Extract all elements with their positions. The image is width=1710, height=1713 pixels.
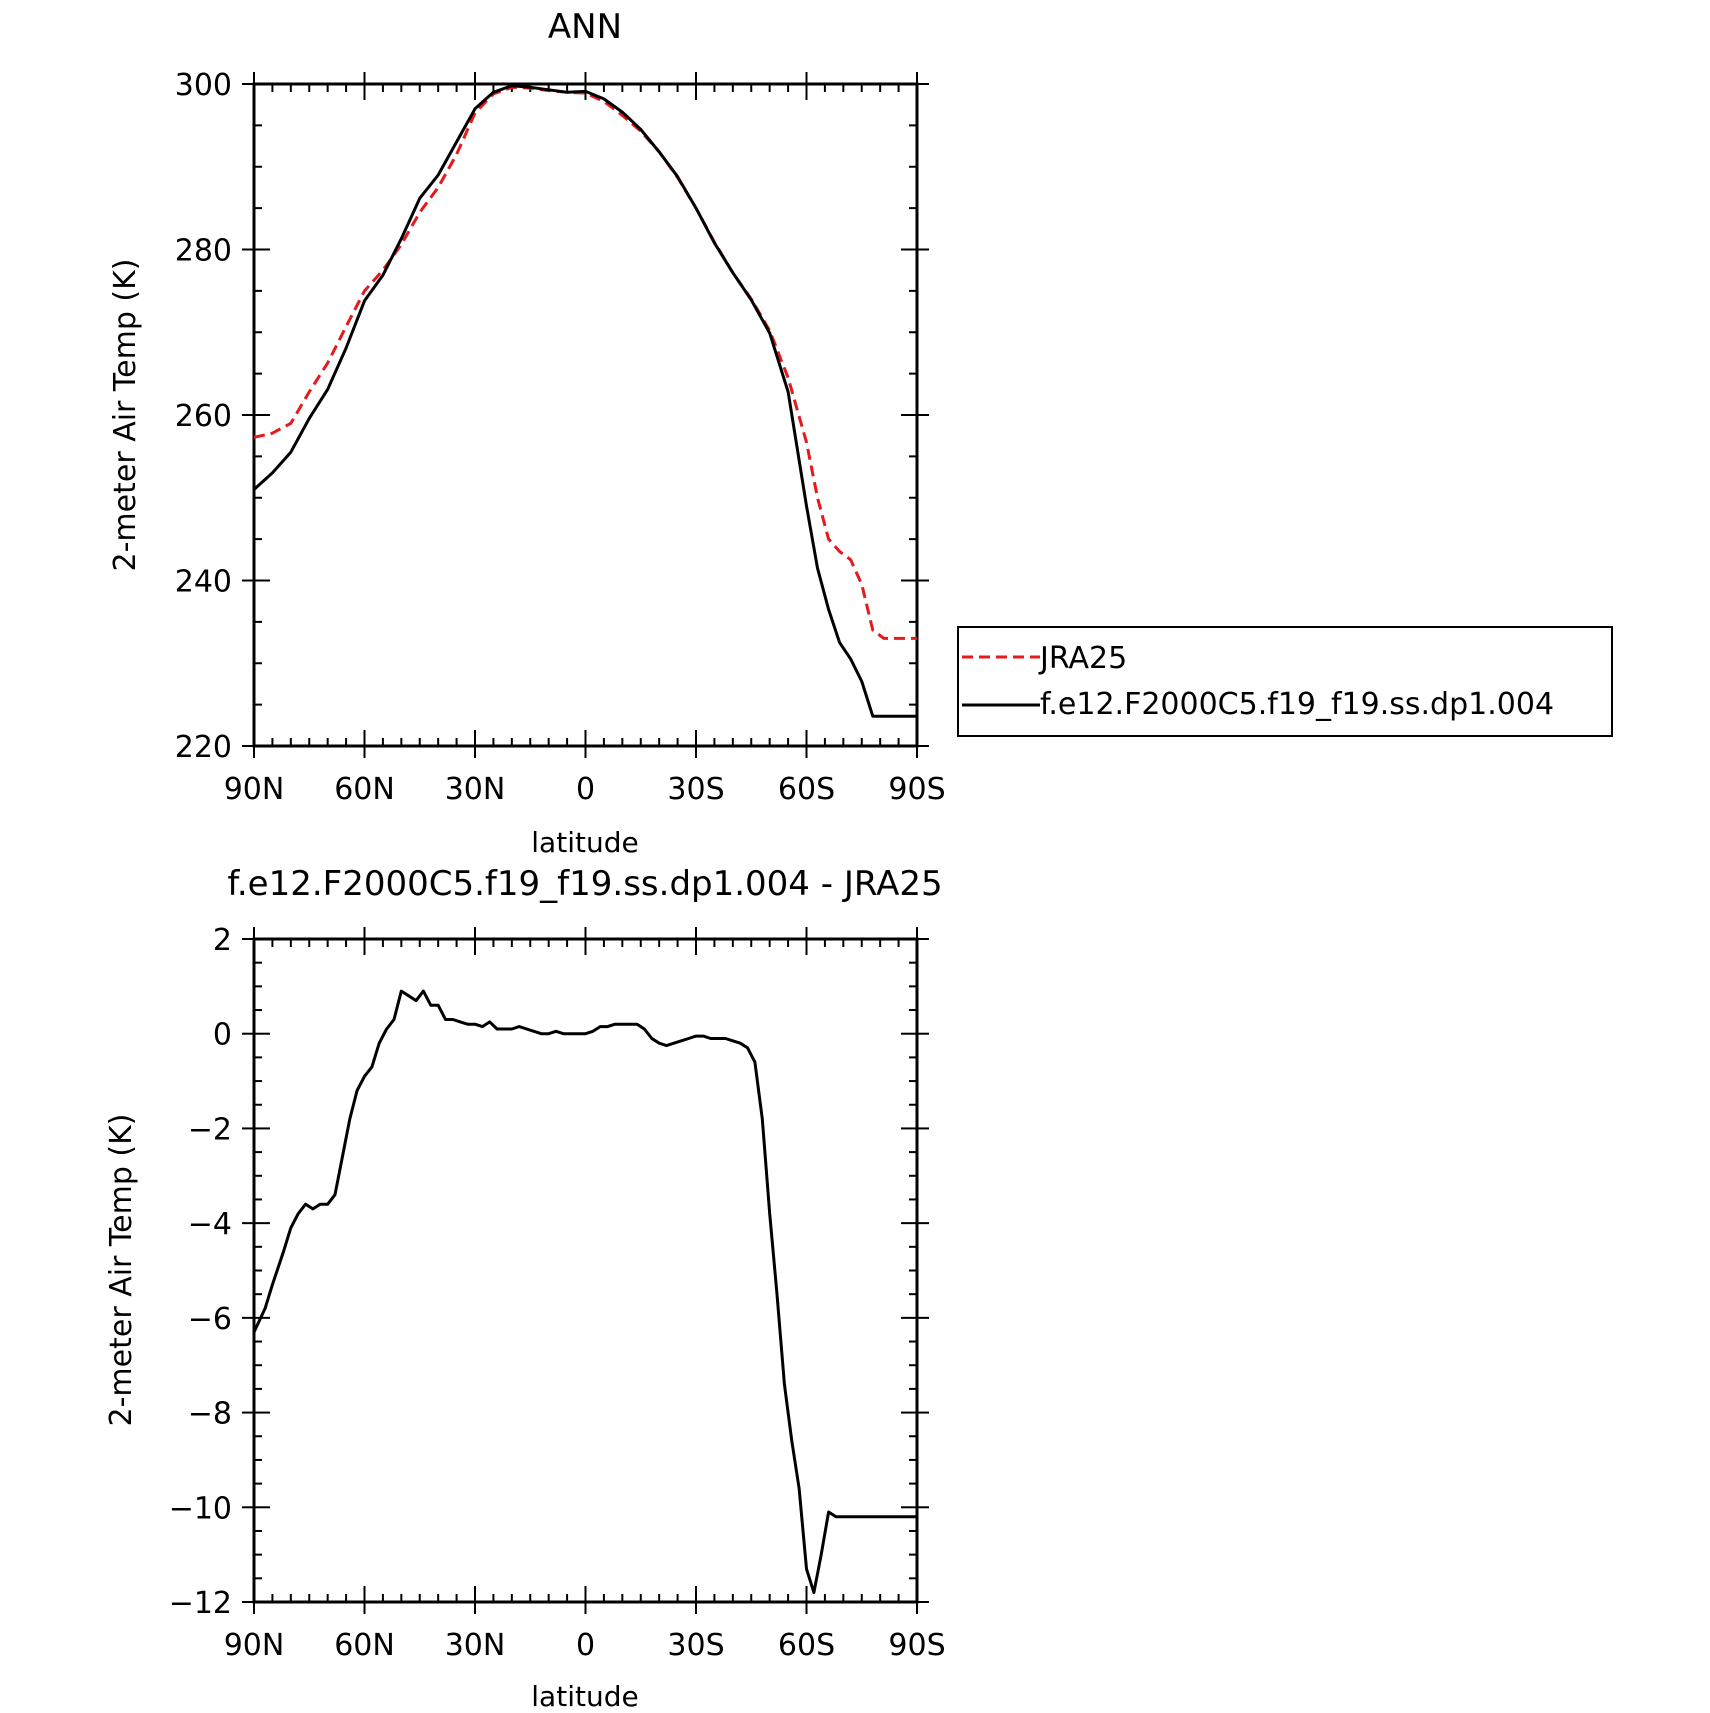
bottom-x-tick-label: 90N <box>224 1628 285 1663</box>
top-y-tick-label: 260 <box>175 399 232 434</box>
legend-label-model: f.e12.F2000C5.f19_f19.ss.dp1.004 <box>1040 687 1554 722</box>
bottom-y-axis-label: 2-meter Air Temp (K) <box>104 1114 139 1427</box>
bottom-y-tick-label: −12 <box>169 1586 232 1621</box>
top-x-axis-label: latitude <box>531 826 638 859</box>
bottom-x-tick-label: 30N <box>445 1628 506 1663</box>
top-y-axis-label: 2-meter Air Temp (K) <box>108 259 143 572</box>
top-x-tick-label: 30S <box>667 772 724 807</box>
top-x-tick-label: 60N <box>334 772 395 807</box>
top-x-tick-label: 30N <box>445 772 506 807</box>
legend-label-jra25: JRA25 <box>1038 641 1127 676</box>
bottom-y-tick-label: −8 <box>188 1397 232 1432</box>
top-y-tick-label: 220 <box>175 730 232 765</box>
bottom-x-tick-label: 90S <box>888 1628 945 1663</box>
top-chart-title: ANN <box>548 7 622 47</box>
bottom-y-tick-label: −10 <box>169 1491 232 1526</box>
top-y-tick-label: 300 <box>175 68 232 103</box>
bottom-y-tick-label: −4 <box>188 1207 232 1242</box>
top-x-tick-label: 90S <box>888 772 945 807</box>
panel-bottom: f.e12.F2000C5.f19_f19.ss.dp1.004 - JRA25… <box>104 864 946 1713</box>
legend-box <box>957 626 1613 737</box>
bottom-y-tick-label: −2 <box>188 1112 232 1147</box>
bottom-x-tick-label: 30S <box>667 1628 724 1663</box>
top-plot-frame <box>252 82 919 748</box>
top-series-jra25 <box>253 85 917 640</box>
panel-top: ANN 90N 60N 30N 0 30S 60S 90S 220 240 260 280 300 l… <box>108 7 946 859</box>
bottom-x-tick-label: 60S <box>778 1628 835 1663</box>
bottom-plot-area: 90N 60N 30N 0 30S 60S 90S −12 −10 −8 −6 −4 −2 0 2 <box>169 923 946 1663</box>
top-plot-area: 90N 60N 30N 0 30S 60S 90S 220 240 260 280 300 <box>175 68 946 807</box>
top-x-tick-label: 90N <box>224 772 285 807</box>
top-x-tick-label: 0 <box>576 772 595 807</box>
legend: JRA25 f.e12.F2000C5.f19_f19.ss.dp1.004 <box>957 626 1613 737</box>
bottom-x-tick-label: 60N <box>334 1628 395 1663</box>
top-y-tick-label: 280 <box>175 234 232 269</box>
bottom-x-axis-label: latitude <box>531 1680 638 1713</box>
top-x-tick-label: 60S <box>778 772 835 807</box>
bottom-plot-frame <box>252 937 919 1604</box>
top-y-tick-label: 240 <box>175 565 232 600</box>
bottom-y-tick-label: −6 <box>188 1302 232 1337</box>
top-series-f-e12-f2000c5-f19-f19-ss-dp1-004 <box>252 84 917 718</box>
bottom-x-tick-label: 0 <box>576 1628 595 1663</box>
bottom-series-series-0 <box>252 989 917 1594</box>
bottom-y-tick-label: 2 <box>213 923 232 958</box>
bottom-chart-title: f.e12.F2000C5.f19_f19.ss.dp1.004 - JRA25 <box>227 864 942 904</box>
bottom-y-tick-label: 0 <box>213 1018 232 1053</box>
